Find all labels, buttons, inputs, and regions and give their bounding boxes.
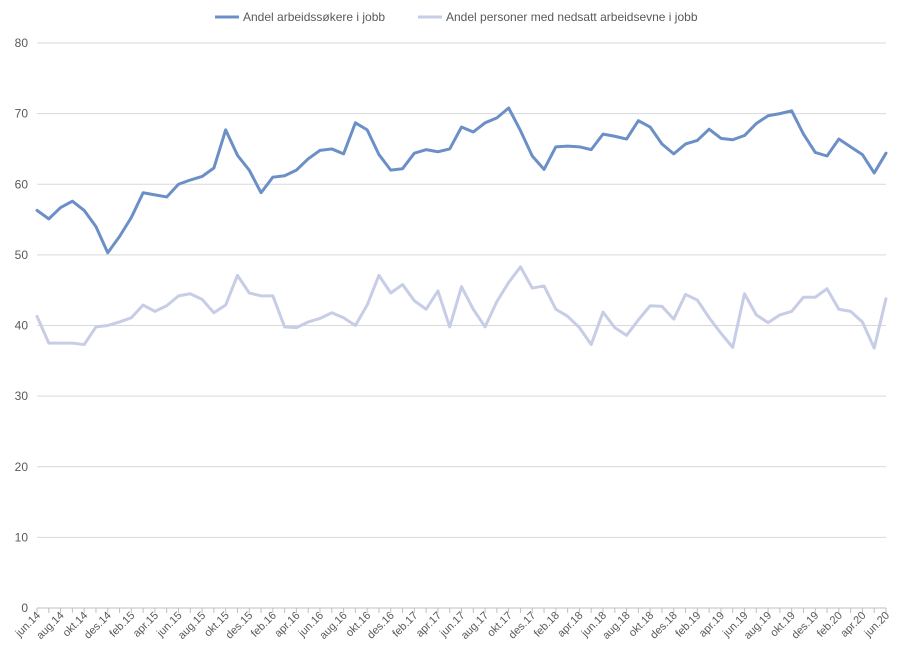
y-tick-label: 40 bbox=[15, 319, 29, 333]
x-tick-label: apr.20 bbox=[838, 610, 868, 640]
legend-label: Andel arbeidssøkere i jobb bbox=[243, 10, 385, 24]
x-tick-label: apr.19 bbox=[697, 610, 727, 640]
y-tick-label: 10 bbox=[15, 530, 29, 544]
x-tick-label: feb.19 bbox=[673, 610, 703, 640]
legend-item-arbeidssokere: Andel arbeidssøkere i jobb bbox=[215, 10, 385, 24]
y-tick-label: 80 bbox=[15, 36, 29, 50]
x-tick-label: apr.15 bbox=[131, 610, 161, 640]
x-tick-label: apr.17 bbox=[414, 610, 444, 640]
x-tick-label: des.18 bbox=[648, 610, 680, 642]
x-tick-label: des.16 bbox=[365, 610, 397, 642]
legend: Andel arbeidssøkere i jobb Andel persone… bbox=[215, 10, 698, 24]
x-tick-label: feb.15 bbox=[107, 610, 137, 640]
x-tick-labels: jun.14aug.14okt.14des.14feb.15apr.15jun.… bbox=[13, 610, 892, 642]
y-tick-label: 70 bbox=[15, 107, 29, 121]
x-tick-label: apr.18 bbox=[555, 610, 585, 640]
y-tick-labels: 0 10 20 30 40 50 60 70 80 bbox=[15, 36, 29, 615]
x-tick-label: feb.20 bbox=[815, 610, 845, 640]
x-tick-label: jun.20 bbox=[862, 610, 892, 640]
legend-item-nedsatt-arbeidsevne: Andel personer med nedsatt arbeidsevne i… bbox=[418, 10, 698, 24]
x-tick-label: feb.18 bbox=[532, 610, 562, 640]
series-lines bbox=[35, 106, 888, 350]
y-tick-label: 20 bbox=[15, 460, 29, 474]
y-tick-label: 60 bbox=[15, 177, 29, 191]
x-tick-label: des.14 bbox=[82, 610, 114, 642]
y-tick-label: 0 bbox=[21, 601, 28, 615]
y-tick-label: 30 bbox=[15, 389, 29, 403]
x-tick-label: feb.16 bbox=[249, 610, 279, 640]
axes bbox=[36, 607, 887, 613]
x-tick-label: feb.17 bbox=[390, 610, 420, 640]
x-tick-label: des.17 bbox=[507, 610, 539, 642]
series-line bbox=[35, 106, 888, 255]
series-line bbox=[35, 265, 888, 350]
x-tick-label: apr.16 bbox=[272, 610, 302, 640]
legend-label: Andel personer med nedsatt arbeidsevne i… bbox=[446, 10, 698, 24]
y-tick-label: 50 bbox=[15, 248, 29, 262]
x-tick-label: des.15 bbox=[224, 610, 256, 642]
x-tick-label: des.19 bbox=[790, 610, 822, 642]
